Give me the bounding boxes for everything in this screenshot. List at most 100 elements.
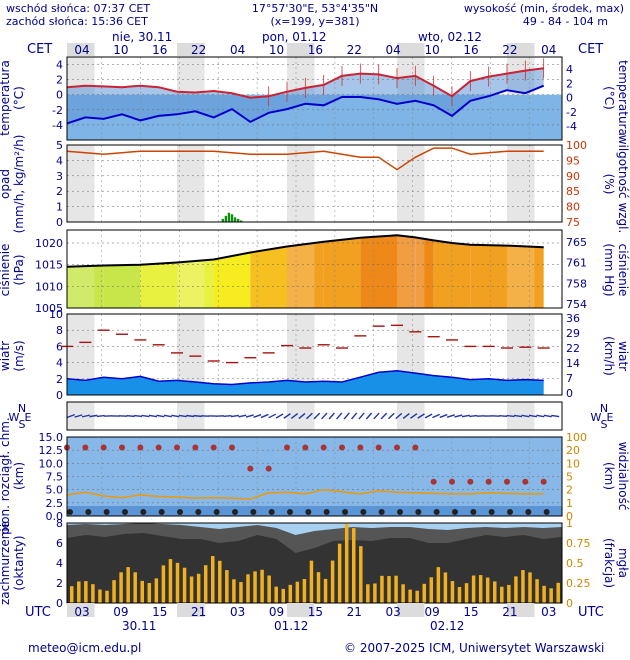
wind-ytick-0: 10 — [49, 308, 63, 321]
night-band — [67, 145, 95, 222]
precip-ytick-0: 5 — [56, 139, 63, 152]
pressure-fill — [470, 244, 507, 308]
utc-tick-12: 03 — [541, 605, 556, 619]
fog-bar — [225, 570, 229, 603]
cloud-base-dot — [268, 509, 275, 515]
visibility-ytick-1: 20 — [566, 444, 580, 457]
pressure-fill — [415, 237, 434, 308]
wind-arrow — [96, 414, 105, 418]
humidity-ytick-2: 90 — [566, 170, 580, 183]
compass-s-1: S — [601, 418, 608, 431]
cet-tick-10: 16 — [463, 43, 478, 57]
wind-arrow — [387, 412, 395, 420]
wind-arrow — [268, 413, 277, 419]
wind-y2tick-1: 29 — [566, 327, 580, 340]
cloud-base-dot — [287, 509, 293, 515]
cloud-top-dot — [229, 444, 235, 451]
wind-arrow — [126, 414, 135, 418]
fog-bar — [408, 589, 412, 603]
fog-bar — [232, 579, 236, 603]
fog-ytick-1: 0.75 — [566, 537, 591, 550]
pressure-fill — [433, 240, 452, 308]
precip-bar — [233, 217, 237, 222]
fog-bar — [493, 581, 497, 603]
fog-bar — [415, 590, 419, 603]
visibility-ytick-6: 0 — [566, 510, 573, 523]
wind-arrow — [290, 413, 299, 419]
wind-arrow — [499, 414, 508, 418]
night-band — [507, 230, 535, 308]
precip-bar — [239, 220, 243, 222]
cloud-base-dot — [470, 509, 477, 515]
cloud-top-dot — [137, 444, 144, 451]
humidity-ytick-4: 80 — [566, 201, 580, 214]
wind-arrow — [171, 414, 180, 418]
cet-tick-2: 16 — [152, 43, 167, 57]
cloud-base-panel: 15.012.510.07.55.02.50.010020105210pion.… — [0, 417, 630, 535]
wind-y2label-unit: (km/h) — [602, 336, 616, 376]
wind-arrow — [81, 414, 90, 418]
wind-arrow — [551, 414, 560, 418]
pressure-y2label: ciśnienie — [616, 244, 630, 297]
panel-frame — [66, 56, 563, 141]
fog-bar — [309, 560, 314, 603]
utc-label-right: UTC — [578, 605, 604, 620]
precip-bar — [224, 215, 228, 222]
top-shade-0 — [67, 43, 95, 56]
precip-ytick-5: 0 — [56, 216, 63, 229]
cloud-base-dot — [378, 509, 385, 515]
cloud-top-dot — [174, 444, 180, 451]
wind-ylabel: wiatr — [0, 341, 12, 371]
fog-bar — [429, 577, 434, 603]
temperature-ytick-2: 0 — [56, 89, 63, 102]
fog-bar — [147, 582, 152, 603]
cloud-top-dot — [430, 478, 437, 485]
precip-ytick-1: 4 — [56, 154, 63, 167]
temp-y2tick-3: -2 — [566, 106, 577, 119]
top-time-axis: CET CET 04 10 16 22 04 10 16 22 04 10 16 22 04 nie, … — [27, 30, 603, 57]
fog-bar — [380, 575, 384, 603]
day-label-3-top: wto, 02.12 — [418, 30, 482, 44]
low-cloud-band — [67, 506, 562, 516]
cloud-base-dot — [103, 509, 110, 515]
pressure-fill — [177, 259, 214, 308]
cloud-top-dot — [302, 444, 309, 451]
cet-tick-11: 22 — [502, 43, 517, 57]
fog-bar — [478, 575, 483, 603]
visibility-ytick-0: 100 — [566, 431, 587, 444]
cet-tick-4: 04 — [230, 43, 245, 57]
fog-bar — [507, 584, 511, 603]
day-label-1-top: nie, 30.11 — [112, 30, 172, 44]
fog-bar — [337, 543, 342, 603]
wind-arrow — [238, 414, 247, 418]
panel-frame — [66, 313, 563, 396]
pressure-fill — [360, 235, 397, 308]
day-label-2-bottom: 01.12 — [274, 619, 308, 633]
wind-arrow — [446, 414, 455, 418]
cloud-top-dot — [82, 444, 89, 451]
fog-bar — [316, 572, 321, 603]
visibility-line — [66, 488, 544, 500]
cloud-top-dot — [247, 465, 254, 472]
pressure-fill — [213, 252, 251, 308]
wind-arrow — [67, 413, 75, 419]
fog-bar — [422, 583, 426, 603]
fog-bar — [119, 572, 123, 603]
cloud-base-ytick-4: 5.0 — [46, 484, 64, 497]
altitude-values: 49 - 84 - 104 m — [523, 15, 608, 28]
cloud-top-dot — [504, 478, 510, 485]
wind-ytick-5: 0 — [56, 389, 63, 402]
cloud-top-dot — [192, 444, 199, 451]
visibility-ytick-4: 2 — [566, 484, 573, 497]
utc-tick-11: 21 — [502, 605, 517, 619]
fog-bar — [91, 584, 95, 603]
precip-bar — [221, 218, 225, 222]
fog-bar — [154, 578, 159, 603]
wind-arrow — [454, 414, 463, 418]
footer-copyright: © 2007-2025 ICM, Uniwersytet Warszawski — [344, 641, 604, 655]
cloud-base-dot — [543, 509, 550, 515]
fog-bar — [394, 575, 398, 603]
